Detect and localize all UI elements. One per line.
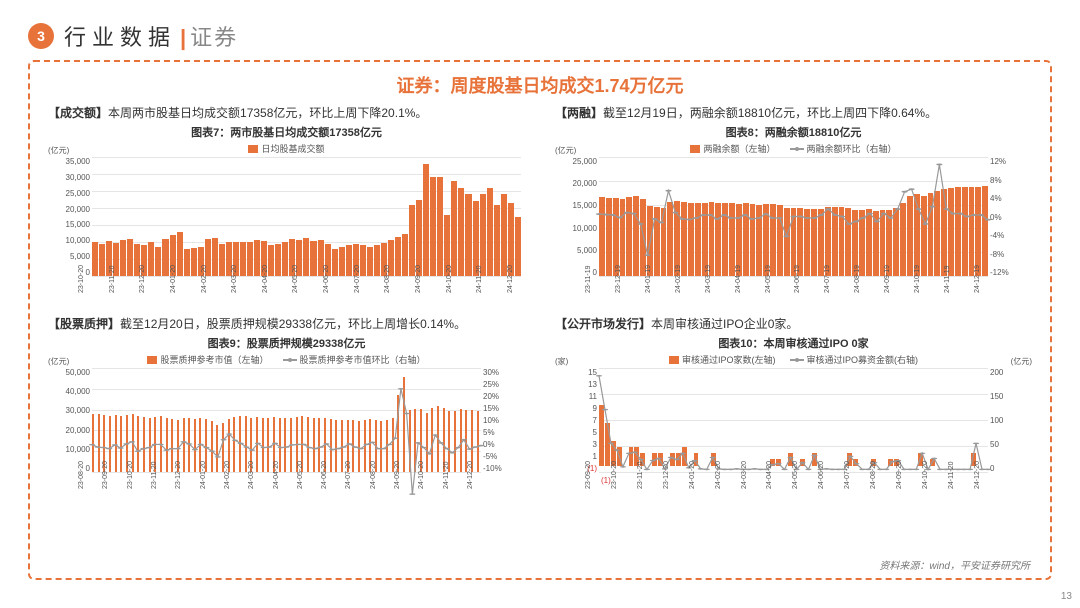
chart10-title: 图表10：本周审核通过IPO 0家 [555, 335, 1032, 351]
page-header: 3 行业数据 | 证券 [28, 20, 1052, 52]
chart9-title: 图表9：股票质押规模29338亿元 [48, 335, 525, 351]
chart7-legend: 日均股基成交额 [48, 142, 525, 155]
chart7-desc: 【成交额】本周两市股基日均成交额17358亿元，环比上周下降20.1%。 [48, 104, 525, 122]
chart10: (家) (亿元) 15131197531(1) 200150100500 (1)… [555, 368, 1032, 503]
chart9: (亿元) 50,00040,00030,00020,00010,0000 30%… [48, 368, 525, 503]
page-number: 13 [1061, 591, 1072, 602]
source-footer: 资料来源：wind，平安证券研究所 [879, 557, 1030, 572]
chart9-desc: 【股票质押】截至12月20日，股票质押规模29338亿元，环比上周增长0.14%… [48, 315, 525, 333]
title-divider: | [180, 25, 186, 51]
chart10-cell: 【公开市场发行】本周审核通过IPO企业0家。 图表10：本周审核通过IPO 0家… [555, 315, 1032, 503]
chart10-desc: 【公开市场发行】本周审核通过IPO企业0家。 [555, 315, 1032, 333]
chart8-legend: 两融余额（左轴） 两融余额环比（右轴） [555, 142, 1032, 155]
section-number: 3 [28, 23, 54, 49]
chart8-title: 图表8：两融余额18810亿元 [555, 124, 1032, 140]
chart8: (亿元) 25,00020,00015,00010,0005,0000 12%8… [555, 157, 1032, 307]
chart7: (亿元) 35,00030,00025,00020,00015,00010,00… [48, 157, 525, 307]
box-title: 证券：周度股基日均成交1.74万亿元 [48, 72, 1032, 98]
title-left: 行业数据 [64, 20, 176, 52]
chart8-cell: 【两融】截至12月19日，两融余额18810亿元，环比上周四下降0.64%。 图… [555, 104, 1032, 307]
chart10-legend: 审核通过IPO家数(左轴) 审核通过IPO募资金额(右轴) [555, 353, 1032, 366]
content-box: 证券：周度股基日均成交1.74万亿元 【成交额】本周两市股基日均成交额17358… [28, 60, 1052, 580]
title-right: 证券 [190, 20, 238, 52]
chart9-cell: 【股票质押】截至12月20日，股票质押规模29338亿元，环比上周增长0.14%… [48, 315, 525, 503]
chart9-legend: 股票质押参考市值（左轴） 股票质押参考市值环比（右轴） [48, 353, 525, 366]
chart7-title: 图表7：两市股基日均成交额17358亿元 [48, 124, 525, 140]
chart8-desc: 【两融】截至12月19日，两融余额18810亿元，环比上周四下降0.64%。 [555, 104, 1032, 122]
section-title: 行业数据 | 证券 [64, 20, 238, 52]
chart7-cell: 【成交额】本周两市股基日均成交额17358亿元，环比上周下降20.1%。 图表7… [48, 104, 525, 307]
